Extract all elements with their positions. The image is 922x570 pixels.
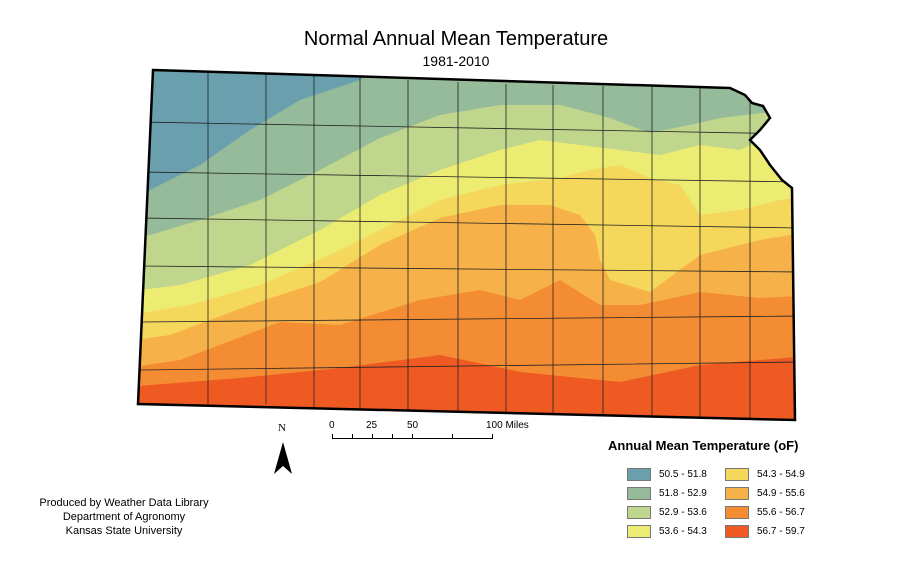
legend-item: 55.6 - 56.7 — [725, 506, 805, 519]
scale-label-25: 25 — [366, 420, 378, 431]
credits: Produced by Weather Data Library Departm… — [24, 496, 224, 538]
legend-label: 56.7 - 59.7 — [757, 526, 805, 538]
legend-swatch — [627, 487, 651, 500]
legend-label: 54.9 - 55.6 — [757, 488, 805, 500]
scale-bar: 0 25 50 100 Miles — [322, 418, 542, 448]
legend-swatch — [627, 506, 651, 519]
scale-tick — [332, 434, 333, 439]
scale-label-100: 100 Miles — [486, 420, 529, 431]
legend-label: 53.6 - 54.3 — [659, 526, 707, 538]
scale-tick — [492, 434, 493, 439]
scale-tick — [452, 434, 453, 439]
scale-label-0: 0 — [329, 420, 335, 431]
county-lines — [139, 72, 795, 420]
legend-item: 54.3 - 54.9 — [725, 468, 805, 481]
band-50-5-51-8 — [138, 70, 400, 200]
credit-line: Department of Agronomy — [62, 511, 186, 523]
map-subtitle: 1981-2010 — [422, 53, 490, 69]
scale-tick — [412, 434, 413, 439]
legend-label: 51.8 - 52.9 — [659, 488, 707, 500]
legend-item: 51.8 - 52.9 — [627, 487, 707, 500]
legend-label: 54.3 - 54.9 — [757, 469, 805, 481]
legend: 50.5 - 51.8 51.8 - 52.9 52.9 - 53.6 53.6… — [627, 468, 847, 540]
credit-line: Kansas State University — [65, 525, 183, 537]
scale-tick — [392, 434, 393, 439]
legend-item: 56.7 - 59.7 — [725, 525, 805, 538]
legend-item: 52.9 - 53.6 — [627, 506, 707, 519]
north-arrow-icon — [274, 442, 292, 474]
legend-swatch — [725, 506, 749, 519]
map-title: Normal Annual Mean Temperature — [303, 28, 609, 50]
legend-title: Annual Mean Temperature (oF) — [608, 438, 799, 453]
north-arrow: N — [272, 422, 294, 476]
legend-item: 53.6 - 54.3 — [627, 525, 707, 538]
north-label: N — [278, 422, 286, 434]
temperature-bands — [138, 70, 795, 420]
scale-label-50: 50 — [407, 420, 419, 431]
legend-item: 50.5 - 51.8 — [627, 468, 707, 481]
legend-item: 54.9 - 55.6 — [725, 487, 805, 500]
credit-line: Produced by Weather Data Library — [39, 497, 209, 509]
scale-tick — [372, 434, 373, 439]
legend-label: 50.5 - 51.8 — [659, 469, 707, 481]
legend-label: 52.9 - 53.6 — [659, 507, 707, 519]
legend-swatch — [725, 487, 749, 500]
legend-swatch — [725, 468, 749, 481]
legend-label: 55.6 - 56.7 — [757, 507, 805, 519]
legend-swatch — [627, 525, 651, 538]
legend-swatch — [627, 468, 651, 481]
legend-swatch — [725, 525, 749, 538]
scale-tick — [352, 434, 353, 439]
